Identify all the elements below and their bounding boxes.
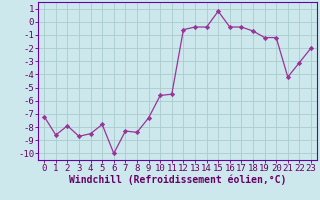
X-axis label: Windchill (Refroidissement éolien,°C): Windchill (Refroidissement éolien,°C) xyxy=(69,175,286,185)
